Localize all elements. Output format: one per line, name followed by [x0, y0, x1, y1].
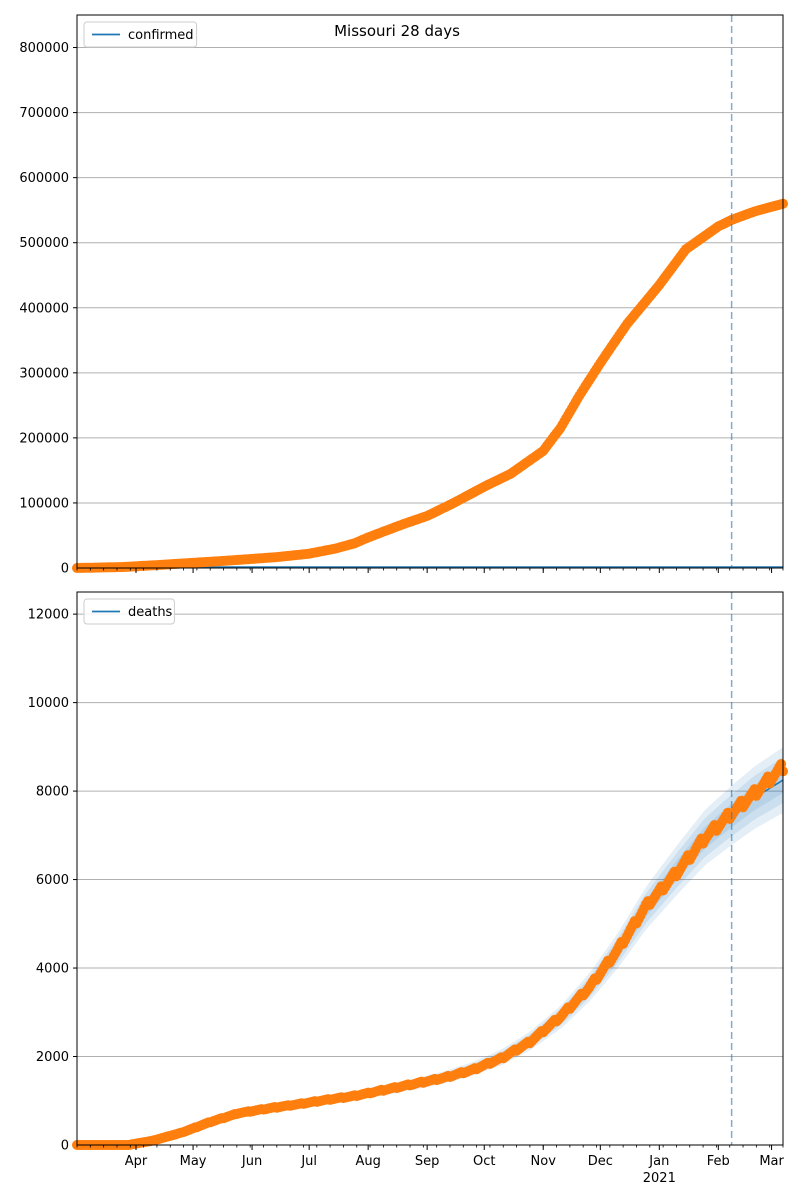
- confirmed-y-tick-label: 500000: [19, 236, 69, 251]
- x-tick-label-sep: Sep: [415, 1154, 440, 1169]
- confirmed-axes-frame: [76, 14, 784, 569]
- deaths-y-tick-label: 2000: [36, 1050, 69, 1065]
- deaths-y-tick-label: 0: [61, 1139, 69, 1154]
- deaths-panel: 0 2000 4000 6000 8000 10000 12000 Apr May Jun Jul A…: [28, 591, 788, 1186]
- deaths-legend: deaths: [83, 598, 175, 625]
- deaths-y-tick-label: 12000: [28, 608, 69, 623]
- x-tick-label-apr: Apr: [125, 1154, 148, 1169]
- x-tick-label-oct: Oct: [473, 1154, 495, 1169]
- confirmed-y-tick-label: 300000: [19, 366, 69, 381]
- confirmed-y-tick-label: 0: [61, 562, 69, 577]
- x-tick-label-jul: Jul: [300, 1154, 317, 1169]
- confirmed-y-tick-label: 600000: [19, 171, 69, 186]
- x-tick-label-feb: Feb: [707, 1154, 730, 1169]
- confirmed-legend-box: [83, 21, 198, 48]
- deaths-points: [72, 759, 788, 1150]
- confirmed-y-tick-label: 400000: [19, 301, 69, 316]
- confirmed-legend-label: confirmed: [128, 28, 194, 43]
- deaths-legend-label: deaths: [128, 605, 173, 620]
- deaths-legend-box: [83, 598, 175, 625]
- confirmed-y-tick-label: 700000: [19, 106, 69, 121]
- x-tick-label-nov: Nov: [531, 1154, 557, 1169]
- x-tick-label-may: May: [180, 1154, 207, 1169]
- confirmed-y-tick-label: 800000: [19, 41, 69, 56]
- confirmed-panel: 0 100000 200000 300000 400000 500000 600000 700…: [19, 14, 788, 577]
- confirmed-y-tick-label: 200000: [19, 431, 69, 446]
- x-tick-label-jan: Jan: [648, 1154, 669, 1169]
- x-tick-label-jun: Jun: [241, 1154, 262, 1169]
- deaths-y-tick-label: 4000: [36, 962, 69, 977]
- confirmed-legend: confirmed: [83, 21, 198, 48]
- x-year-label: 2021: [643, 1171, 676, 1186]
- x-tick-label-dec: Dec: [588, 1154, 613, 1169]
- confirmed-y-tick-label: 100000: [19, 496, 69, 511]
- figure-title: Missouri 28 days: [334, 22, 460, 40]
- deaths-y-tick-label: 10000: [28, 696, 69, 711]
- deaths-y-tick-label: 6000: [36, 873, 69, 888]
- confirmed-points: [72, 198, 788, 573]
- deaths-axes-frame: [76, 591, 784, 1146]
- x-tick-label-aug: Aug: [355, 1154, 380, 1169]
- x-tick-label-mar: Mar: [759, 1154, 784, 1169]
- deaths-y-tick-label: 8000: [36, 785, 69, 800]
